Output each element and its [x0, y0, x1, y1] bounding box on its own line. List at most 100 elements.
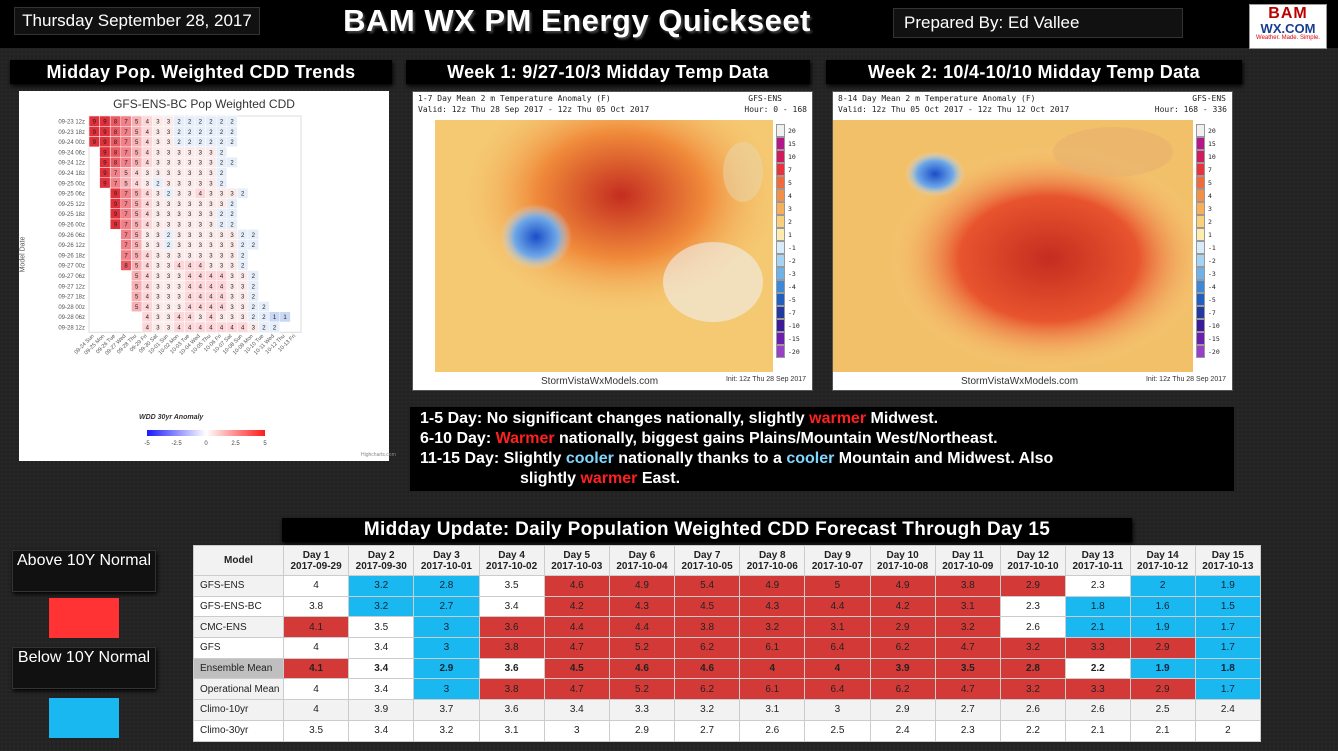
day-header-4: Day 4 2017-10-02: [478, 545, 545, 576]
heatmap-cell-label: 5: [135, 130, 139, 136]
heatmap-cell-label: 2: [188, 130, 192, 136]
heatmap-cell-label: 3: [156, 274, 160, 280]
table-header-row: Model Day 1 2017-09-29 Day 2 2017-09-30 Day 3…: [193, 545, 1262, 576]
heatmap-cell-label: 3: [241, 274, 245, 280]
cdd-value-cell: 1.5: [1194, 595, 1262, 618]
heatmap-cell-label: 3: [167, 150, 171, 156]
heatmap-cell-label: 3: [220, 264, 224, 270]
heatmap-cell-label: 2: [188, 140, 192, 146]
legend-tick: 0: [204, 441, 208, 447]
table-row: GFS-ENS 4 3.2 2.8 3.5 4.6 4.9 5.4 4.9 5 4.9 3.8 2.9 2…: [193, 575, 1262, 597]
scale-label: -1: [788, 243, 796, 252]
heatmap-cell-label: 3: [241, 305, 245, 311]
row-label: 09-28 00z: [58, 305, 85, 311]
heatmap-cell-label: 3: [156, 253, 160, 259]
map1-valid: Valid: 12z Thu 28 Sep 2017 - 12z Thu 05 …: [418, 105, 650, 114]
heatmap-cell-label: 4: [188, 315, 192, 321]
heatmap-cell-label: 9: [114, 202, 118, 208]
cdd-value-cell: 4.4: [608, 616, 676, 639]
cdd-value-cell: 3.4: [348, 657, 415, 680]
scale-label: -20: [788, 347, 800, 356]
row-label: 09-28 12z: [58, 326, 85, 332]
scale-swatch: [1196, 228, 1205, 241]
cdd-value-cell: 3: [413, 616, 480, 639]
heatmap-cell-label: 2: [220, 120, 224, 126]
scale-label: -4: [1208, 282, 1216, 291]
heatmap-cell-label: 7: [124, 202, 128, 208]
day-header-1: Day 1 2017-09-29: [282, 545, 350, 576]
highcharts-credit[interactable]: Highcharts.com: [361, 452, 396, 458]
heatmap-cell-label: 5: [135, 305, 139, 311]
map2-site: StormVistaWxModels.com: [961, 376, 1079, 387]
model-name-cell: Climo-10yr: [193, 699, 284, 721]
heatmap-cell-label: 7: [114, 171, 118, 177]
heatmap-cell-label: 4: [220, 305, 224, 311]
heatmap-cell-label: 4: [177, 326, 181, 332]
row-label: 09-24 18z: [58, 171, 85, 177]
heatmap-cell-label: 3: [156, 223, 160, 229]
section-week1: Week 1: 9/27-10/3 Midday Temp Data: [406, 60, 810, 84]
heatmap-cell-label: 3: [220, 233, 224, 239]
heatmap-cell-label: 4: [146, 130, 150, 136]
heatmap-cell-label: 3: [177, 150, 181, 156]
heatmap-cell-label: 5: [135, 202, 139, 208]
bamwx-logo[interactable]: BAM WX.COM Weather. Made. Simple.: [1249, 4, 1327, 49]
model-name-cell: GFS-ENS: [193, 575, 284, 597]
legend-tick: 5: [263, 441, 267, 447]
heatmap-cell-label: 3: [230, 264, 234, 270]
heatmap-cell-label: 9: [114, 212, 118, 218]
row-label: 09-26 00z: [58, 223, 85, 229]
scale-swatch: [776, 241, 785, 254]
day-header-11: Day 11 2017-10-09: [934, 545, 1001, 576]
cdd-value-cell: 2.9: [1129, 637, 1196, 659]
heatmap-cell-label: 3: [188, 171, 192, 177]
cdd-value-cell: 4.7: [934, 678, 1001, 701]
heatmap-cell-label: 4: [220, 284, 224, 290]
cdd-value-cell: 2.9: [608, 719, 676, 742]
cdd-value-cell: 3.7: [413, 699, 480, 721]
row-label: 09-24 06z: [58, 150, 85, 156]
scale-swatch: [776, 163, 785, 176]
cdd-value-cell: 3.8: [478, 678, 545, 701]
heatmap-cell-label: 2: [220, 212, 224, 218]
map2-color-scale: 20 15 10 7 5 4 3 2 1 -1 -2 -3 -4 -5 -7 -10 -15 -20: [1196, 124, 1220, 358]
heatmap-cell-label: 2: [230, 140, 234, 146]
table-row: Climo-30yr 3.5 3.4 3.2 3.1 3 2.9 2.7 2.6 2.5 2.4 2.…: [193, 719, 1262, 742]
cdd-value-cell: 4: [804, 657, 871, 680]
day-header-5: Day 5 2017-10-03: [543, 545, 610, 576]
heatmap-cell-label: 4: [199, 192, 203, 198]
cdd-value-cell: 2: [1129, 575, 1196, 597]
scale-label: 20: [788, 126, 796, 135]
cdd-value-cell: 3.6: [478, 699, 545, 721]
day-header-2: Day 2 2017-09-30: [348, 545, 415, 576]
day-header-10: Day 10 2017-10-08: [869, 545, 936, 576]
heatmap-cell-label: 4: [209, 284, 213, 290]
cdd-legend-title: WDD 30yr Anomaly: [139, 414, 204, 421]
heatmap-cell-label: 3: [156, 284, 160, 290]
heatmap-cell-label: 3: [209, 243, 213, 249]
heatmap-cell-label: 9: [103, 130, 107, 136]
heatmap-cell-label: 4: [209, 315, 213, 321]
heatmap-cell-label: 3: [156, 130, 160, 136]
cdd-value-cell: 2.8: [999, 657, 1067, 680]
cdd-value-cell: 3: [543, 719, 610, 742]
heatmap-cell-label: 3: [177, 171, 181, 177]
heatmap-cell-label: 4: [146, 161, 150, 167]
heatmap-cell-label: 3: [209, 223, 213, 229]
heatmap-cell-label: 7: [124, 130, 128, 136]
heatmap-cell-label: 2: [209, 130, 213, 136]
heatmap-cell-label: 3: [167, 326, 171, 332]
heatmap-cell-label: 5: [124, 171, 128, 177]
heatmap-cell-label: 7: [124, 161, 128, 167]
scale-swatch: [1196, 215, 1205, 228]
heatmap-cell-label: 7: [124, 233, 128, 239]
heatmap-cell-label: 4: [146, 202, 150, 208]
heatmap-cell-label: 9: [114, 223, 118, 229]
scale-swatch: [776, 150, 785, 163]
heatmap-cell-label: 4: [188, 264, 192, 270]
heatmap-cell-label: 3: [188, 223, 192, 229]
cdd-value-cell: 5.2: [608, 637, 676, 659]
cdd-value-cell: 4.4: [804, 595, 871, 618]
scale-swatch: [1196, 332, 1205, 345]
scale-label: -2: [788, 256, 796, 265]
